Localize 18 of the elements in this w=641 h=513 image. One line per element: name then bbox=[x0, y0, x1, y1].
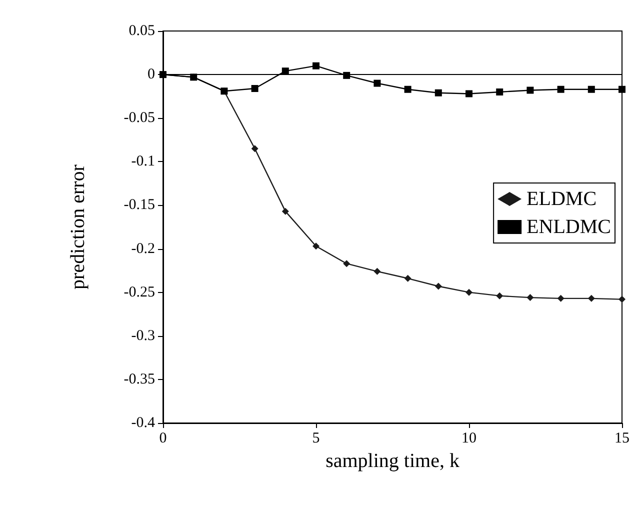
y-tick-label: 0 bbox=[148, 66, 155, 83]
y-tick-label: -0.25 bbox=[124, 284, 155, 300]
x-axis-title: sampling time, k bbox=[326, 450, 460, 472]
y-tick-label: -0.15 bbox=[124, 197, 155, 214]
y-tick-label: -0.3 bbox=[131, 328, 155, 344]
y-tick-label: -0.05 bbox=[124, 110, 155, 126]
y-tick-label: -0.35 bbox=[124, 371, 155, 388]
y-tick-label: -0.1 bbox=[131, 154, 155, 170]
y-tick-label: 0.05 bbox=[128, 23, 155, 39]
y-axis-title: prediction error bbox=[67, 164, 89, 290]
x-tick-label: 0 bbox=[159, 430, 167, 446]
x-tick-label: 5 bbox=[312, 430, 320, 446]
legend-label: ENLDMC bbox=[526, 216, 612, 238]
x-tick-label: 15 bbox=[614, 430, 630, 446]
x-tick-label: 10 bbox=[462, 430, 476, 446]
y-tick-label: -0.2 bbox=[131, 240, 155, 257]
y-tick-label: -0.4 bbox=[131, 415, 156, 431]
legend-label: ELDMC bbox=[526, 188, 597, 210]
